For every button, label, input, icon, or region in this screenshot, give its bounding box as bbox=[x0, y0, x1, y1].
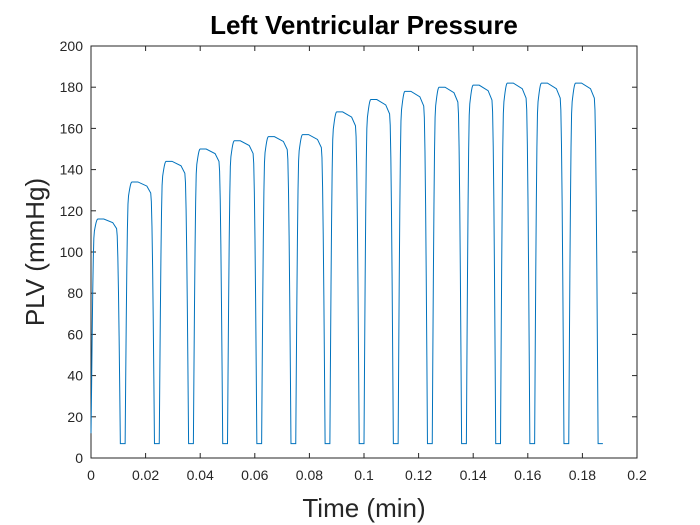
x-tick-label: 0.2 bbox=[627, 467, 647, 483]
x-tick-label: 0 bbox=[87, 467, 95, 483]
y-tick-label: 120 bbox=[60, 203, 84, 219]
y-tick-label: 180 bbox=[60, 79, 84, 95]
series bbox=[90, 82, 603, 445]
y-tick-label: 40 bbox=[67, 368, 83, 384]
y-tick-label: 60 bbox=[67, 326, 83, 342]
y-axis-label: PLV (mmHg) bbox=[20, 178, 50, 326]
y-tick-label: 80 bbox=[67, 285, 83, 301]
y-tick-label: 100 bbox=[60, 244, 84, 260]
chart-title: Left Ventricular Pressure bbox=[210, 10, 518, 40]
x-tick-label: 0.02 bbox=[132, 467, 159, 483]
ticks: 0 0.02 0.04 0.06 0.08 0.1 0.12 0.14 0.16 0.18 0.2 0… bbox=[60, 38, 647, 483]
x-axis-label: Time (min) bbox=[302, 493, 425, 523]
y-tick-label: 160 bbox=[60, 120, 84, 136]
pressure-line bbox=[90, 82, 603, 445]
x-tick-label: 0.14 bbox=[460, 467, 487, 483]
x-tick-label: 0.18 bbox=[569, 467, 596, 483]
y-tick-label: 20 bbox=[67, 409, 83, 425]
y-tick-label: 200 bbox=[60, 38, 84, 54]
x-tick-label: 0.12 bbox=[405, 467, 432, 483]
x-tick-label: 0.1 bbox=[354, 467, 374, 483]
x-tick-label: 0.08 bbox=[296, 467, 323, 483]
y-tick-label: 140 bbox=[60, 162, 84, 178]
y-tick-label: 0 bbox=[75, 450, 83, 466]
x-tick-label: 0.04 bbox=[187, 467, 214, 483]
x-tick-label: 0.06 bbox=[241, 467, 268, 483]
x-tick-label: 0.16 bbox=[514, 467, 541, 483]
